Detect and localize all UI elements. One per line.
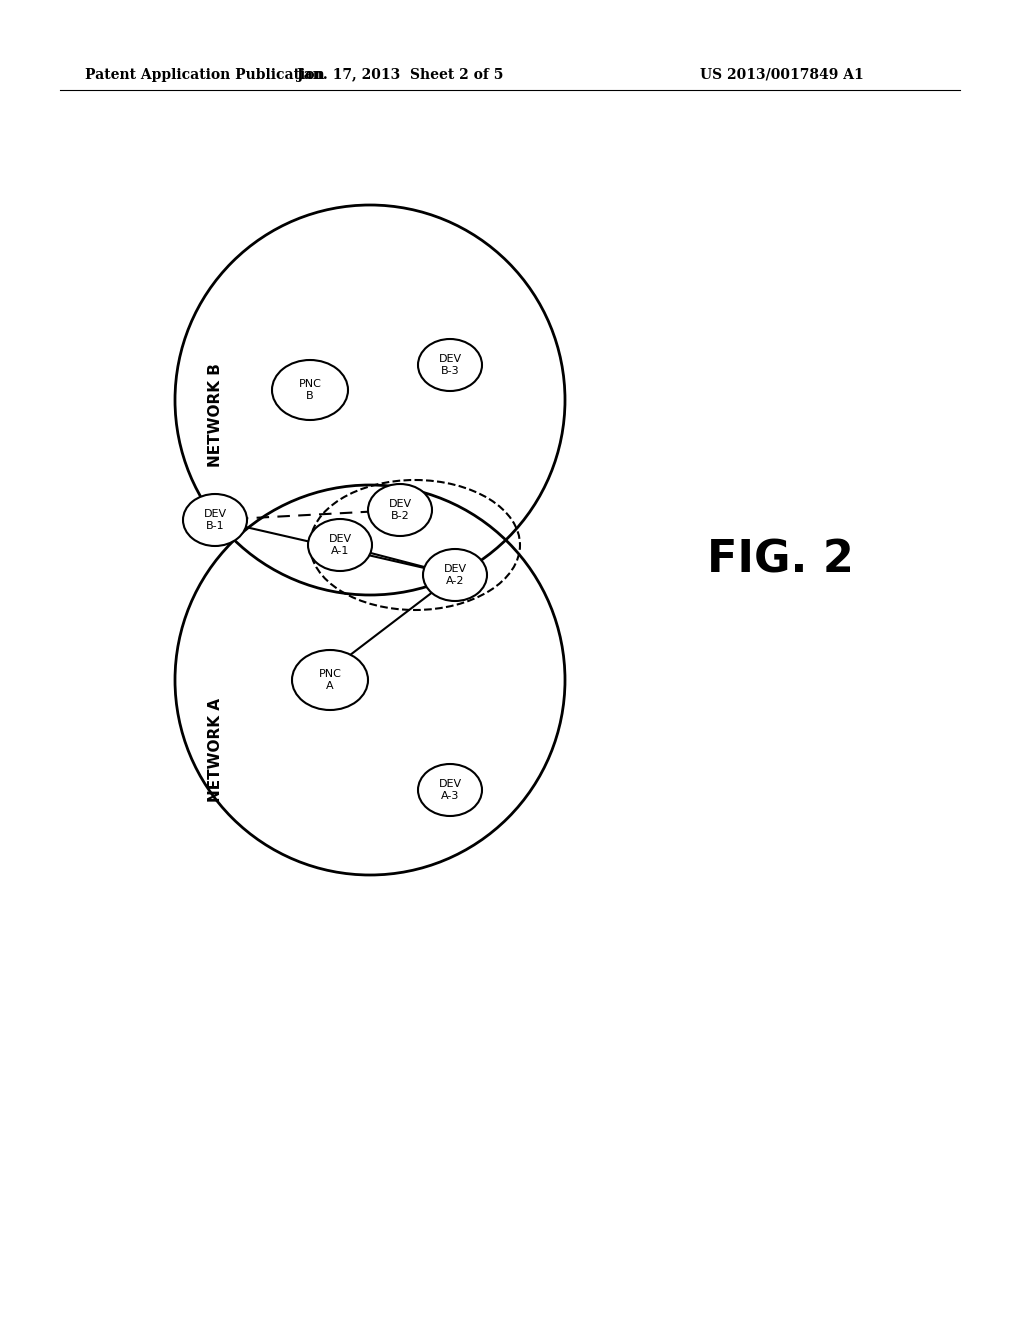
Text: DEV
B-2: DEV B-2 xyxy=(388,499,412,521)
Text: DEV
B-1: DEV B-1 xyxy=(204,510,226,531)
Text: FIG. 2: FIG. 2 xyxy=(707,539,853,582)
Text: DEV
A-3: DEV A-3 xyxy=(438,779,462,801)
Text: US 2013/0017849 A1: US 2013/0017849 A1 xyxy=(700,69,864,82)
Text: PNC
A: PNC A xyxy=(318,669,341,690)
Text: DEV
B-3: DEV B-3 xyxy=(438,354,462,376)
Ellipse shape xyxy=(368,484,432,536)
Ellipse shape xyxy=(308,519,372,572)
Text: Patent Application Publication: Patent Application Publication xyxy=(85,69,325,82)
Ellipse shape xyxy=(423,549,487,601)
Ellipse shape xyxy=(272,360,348,420)
Text: PNC
B: PNC B xyxy=(299,379,322,401)
Ellipse shape xyxy=(418,764,482,816)
Ellipse shape xyxy=(292,649,368,710)
Text: Jan. 17, 2013  Sheet 2 of 5: Jan. 17, 2013 Sheet 2 of 5 xyxy=(297,69,503,82)
Text: DEV
A-1: DEV A-1 xyxy=(329,535,351,556)
Ellipse shape xyxy=(418,339,482,391)
Ellipse shape xyxy=(183,494,247,546)
Text: NETWORK A: NETWORK A xyxy=(208,698,222,803)
Text: DEV
A-2: DEV A-2 xyxy=(443,564,467,586)
Text: NETWORK B: NETWORK B xyxy=(208,363,222,467)
